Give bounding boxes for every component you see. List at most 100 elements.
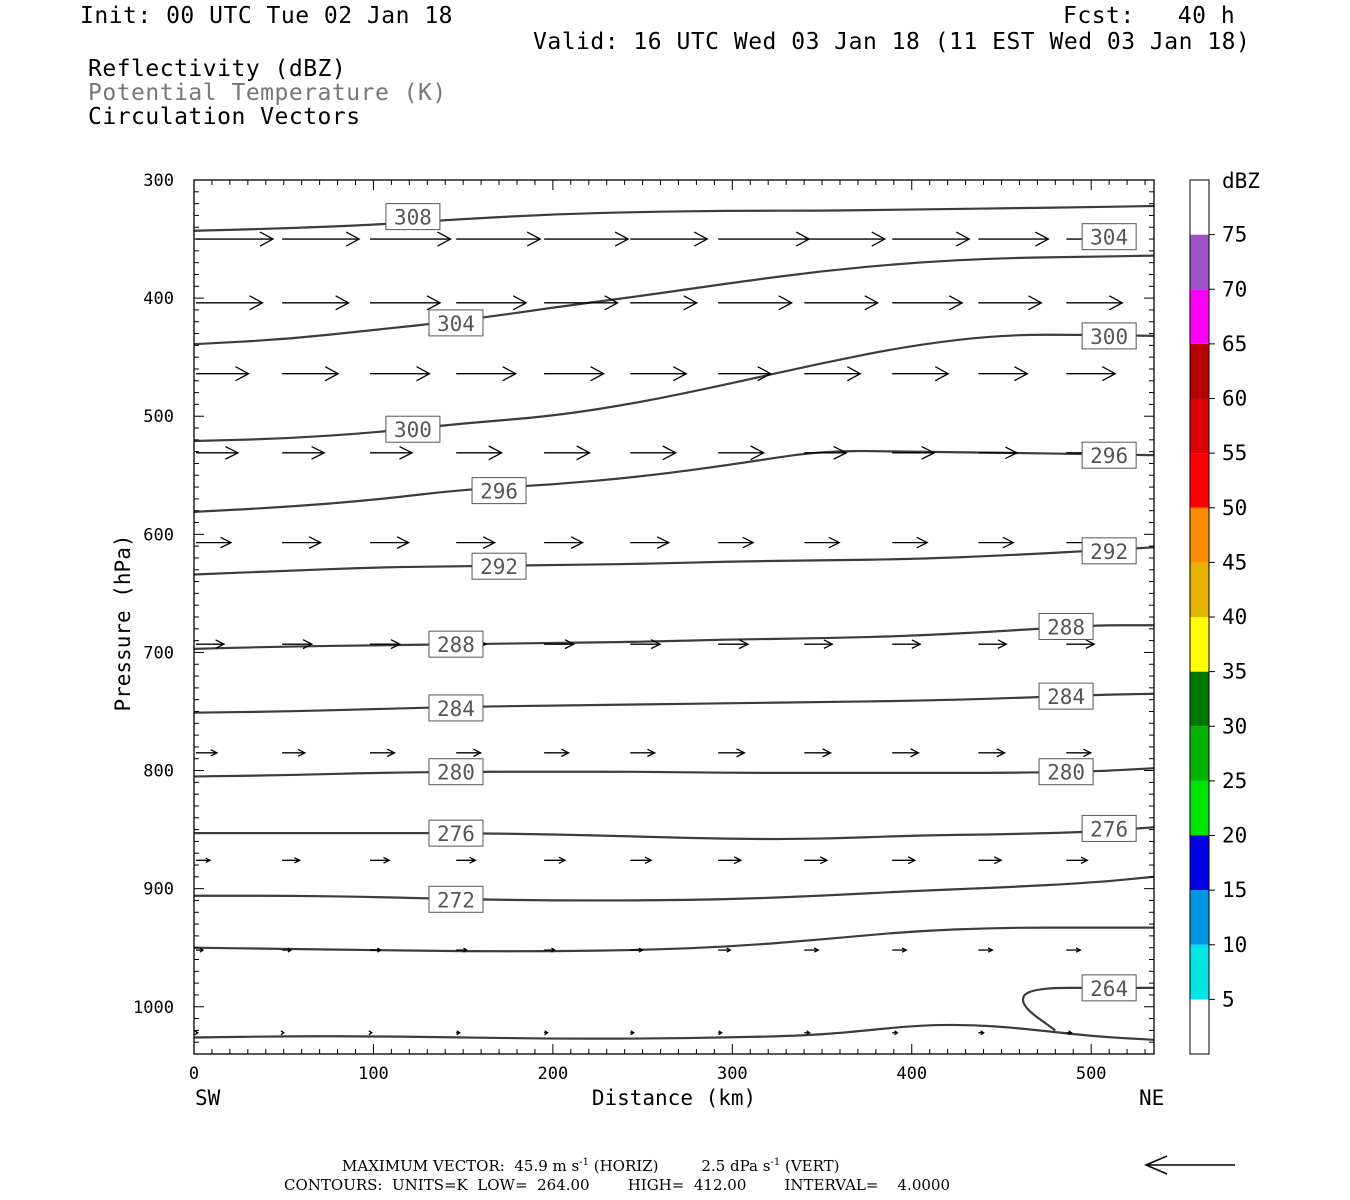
vector-head (907, 856, 917, 865)
colorbar-bin (1190, 234, 1209, 290)
circulation-vector (718, 366, 773, 382)
circulation-vector (978, 231, 1050, 247)
vector-head (294, 857, 302, 864)
vector-head (778, 295, 794, 311)
valid-time: Valid: 16 UTC Wed 03 Jan 18 (11 EST Wed … (533, 29, 1251, 55)
colorbar-label: 35 (1222, 660, 1247, 684)
contour-label: 296 (1081, 441, 1137, 469)
theta-contour-304 (193, 254, 1155, 346)
circulation-vector (892, 295, 964, 311)
circulation-vector (978, 856, 1003, 865)
circulation-vector (456, 445, 504, 461)
theta-contour-276 (194, 826, 1155, 841)
circulation-vector (196, 639, 226, 649)
vector-head (997, 639, 1008, 649)
field-reflectivity: Reflectivity (dBZ) (88, 56, 347, 82)
colorbar-label: 10 (1222, 933, 1247, 957)
contour-label-text: 272 (437, 888, 475, 912)
circulation-vector (456, 748, 483, 758)
circulation-vector (630, 748, 657, 758)
vector-head (604, 295, 619, 311)
y-tick-label: 600 (143, 525, 174, 545)
vector-head (377, 947, 382, 953)
contour-label-text: 280 (437, 761, 475, 785)
vector-head (819, 856, 829, 865)
colorbar-label: 15 (1222, 878, 1247, 902)
y-tick-label: 700 (143, 643, 174, 663)
circulation-vector (630, 445, 678, 461)
vector-head (644, 856, 653, 865)
circulation-vector (280, 1030, 286, 1036)
vector-head (757, 366, 773, 382)
vector-head (324, 366, 340, 382)
contour-label-box (428, 630, 484, 658)
contour-label-box (428, 758, 484, 786)
contour-label-box (428, 309, 484, 337)
theta-contour-292 (193, 546, 1155, 576)
circulation-vector (544, 536, 585, 549)
circulation-vector (630, 536, 671, 549)
vector-head (733, 856, 743, 865)
vector-head (996, 748, 1007, 758)
circulation-vector (194, 1030, 199, 1036)
colorbar-label: 60 (1222, 387, 1247, 411)
circulation-vector (804, 536, 841, 549)
contour-label: 304 (1081, 223, 1137, 251)
circulation-vector (370, 856, 391, 864)
x-tick-label: 500 (1076, 1064, 1107, 1084)
vector-head (828, 536, 841, 549)
vector-head (911, 639, 922, 649)
contour-layer (193, 204, 1155, 1041)
x-tick-label: 200 (538, 1064, 569, 1084)
contour-label-box (1038, 612, 1094, 640)
contour-label-text: 296 (1090, 444, 1128, 468)
circulation-vector (282, 536, 323, 549)
circulation-vector (718, 231, 811, 247)
colorbar-label: 30 (1222, 714, 1247, 738)
vector-head (650, 639, 662, 650)
vector-head (560, 748, 571, 758)
contour-label: 264 (1081, 974, 1137, 1002)
contour-label-box (471, 477, 527, 505)
circulation-vector (804, 639, 834, 649)
circulation-vector (978, 639, 1008, 649)
colorbar-bin (1190, 890, 1209, 945)
vector-head (311, 445, 326, 460)
contour-label: 284 (1038, 682, 1094, 710)
contour-label-text: 292 (480, 555, 518, 579)
contour-label-text: 296 (480, 480, 518, 504)
vector-head (916, 536, 929, 549)
circulation-vector (630, 1030, 635, 1036)
contour-label-text: 276 (437, 822, 475, 846)
circulation-vector (718, 639, 750, 650)
vector-head (502, 366, 518, 382)
circulation-vector (196, 445, 240, 460)
contour-label-text: 280 (1047, 761, 1085, 785)
circulation-vector (892, 947, 908, 953)
vector-head (512, 295, 528, 311)
colorbar-label: 45 (1222, 550, 1247, 574)
circulation-vector (282, 639, 314, 650)
vector-head (1101, 366, 1117, 382)
circulation-vector (978, 748, 1007, 758)
circulation-vector (370, 536, 411, 549)
colorbar-label: 5 (1222, 987, 1235, 1011)
circulation-vector (282, 748, 307, 757)
vector-head (864, 295, 880, 311)
circulation-vector (370, 445, 414, 460)
circulation-vector (630, 231, 709, 247)
circulation-vector (456, 1030, 461, 1036)
colorbar-label: 55 (1222, 441, 1247, 465)
circulation-vector (544, 639, 576, 650)
contour-label-text: 264 (1090, 977, 1128, 1001)
vector-head (1108, 295, 1124, 311)
contour-label-box (428, 819, 484, 847)
reference-vector-arrow (1144, 1155, 1235, 1175)
circulation-vector (804, 1030, 811, 1036)
contour-label-layer: 308 304 304 300 300 296 296 292 292 288 288 284 284 2… (385, 203, 1137, 1002)
colorbar-bin (1190, 507, 1209, 563)
vector-head (235, 366, 250, 382)
colorbar-bin (1190, 835, 1209, 891)
vector-head (987, 947, 994, 953)
